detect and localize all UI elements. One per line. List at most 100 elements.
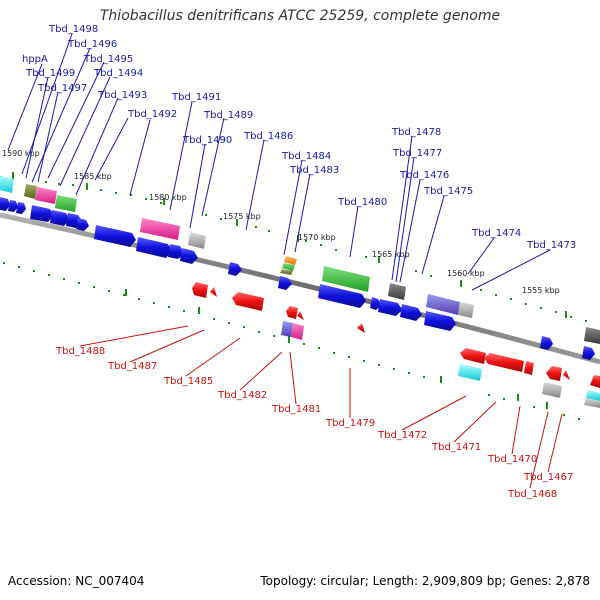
- gene-feature[interactable]: [35, 187, 57, 204]
- gene-feature[interactable]: [357, 323, 365, 333]
- gene-label[interactable]: Tbd_1497: [37, 83, 87, 94]
- gene-feature[interactable]: [458, 302, 474, 318]
- gene-label[interactable]: Tbd_1483: [289, 165, 339, 176]
- gene-label[interactable]: Tbd_1471: [431, 442, 481, 453]
- gene-label[interactable]: Tbd_1490: [182, 135, 232, 146]
- kbp-scale-labels: 1590 kbp 1585 kbp 1580 kbp 1575 kbp 1570…: [2, 149, 560, 295]
- gene-label[interactable]: Tbd_1493: [97, 90, 147, 101]
- gene-feature[interactable]: [188, 232, 206, 249]
- gene-label[interactable]: Tbd_1473: [526, 240, 576, 251]
- gene-label[interactable]: Tbd_1475: [423, 186, 473, 197]
- gene-feature[interactable]: [388, 283, 406, 300]
- gene-feature[interactable]: [280, 269, 293, 275]
- gene-label[interactable]: Tbd_1470: [487, 454, 537, 465]
- kbp-label: 1570 kbp: [298, 233, 336, 242]
- gene-feature[interactable]: [16, 202, 26, 214]
- gene-label[interactable]: Tbd_1495: [83, 54, 133, 65]
- gene-feature[interactable]: [291, 323, 304, 340]
- gene-feature[interactable]: [282, 263, 295, 271]
- gene-feature[interactable]: [50, 210, 70, 226]
- gene-feature[interactable]: [180, 248, 198, 264]
- gene-feature[interactable]: [542, 382, 562, 398]
- gene-feature[interactable]: [540, 336, 553, 350]
- gene-feature[interactable]: [563, 370, 570, 380]
- gene-feature[interactable]: [484, 353, 524, 372]
- gene-feature[interactable]: [458, 364, 482, 381]
- forward-strand-genes: [0, 176, 600, 360]
- gene-label[interactable]: Tbd_1488: [55, 346, 105, 357]
- gene-label[interactable]: Tbd_1491: [171, 92, 221, 103]
- gene-feature[interactable]: [140, 218, 180, 240]
- gene-label[interactable]: Tbd_1499: [25, 68, 75, 79]
- gene-label[interactable]: hppA: [22, 54, 48, 65]
- gene-feature[interactable]: [278, 276, 292, 290]
- gene-label[interactable]: Tbd_1468: [507, 489, 557, 500]
- gene-feature[interactable]: [400, 304, 422, 321]
- gene-label[interactable]: Tbd_1479: [325, 418, 375, 429]
- gene-feature[interactable]: [524, 361, 534, 375]
- gene-feature[interactable]: [546, 366, 562, 381]
- gene-feature[interactable]: [8, 200, 18, 212]
- gene-label[interactable]: Tbd_1480: [337, 197, 387, 208]
- gene-feature[interactable]: [232, 292, 264, 311]
- genome-backbone: [0, 212, 600, 365]
- gene-feature[interactable]: [55, 195, 77, 212]
- bottom-gene-labels: Tbd_1488 Tbd_1487 Tbd_1485 Tbd_1482 Tbd_…: [55, 346, 573, 500]
- gene-label[interactable]: Tbd_1474: [471, 228, 521, 239]
- kbp-label: 1585 kbp: [74, 172, 112, 181]
- kbp-label: 1565 kbp: [372, 250, 410, 259]
- gene-feature[interactable]: [94, 225, 136, 247]
- gene-feature[interactable]: [228, 262, 242, 276]
- gene-feature[interactable]: [210, 287, 217, 297]
- gene-feature[interactable]: [168, 244, 184, 259]
- gene-label[interactable]: Tbd_1477: [392, 148, 442, 159]
- gene-feature[interactable]: [136, 237, 172, 258]
- kbp-label: 1555 kbp: [522, 286, 560, 295]
- genome-summary-text: Topology: circular; Length: 2,909,809 bp…: [260, 574, 590, 588]
- gene-feature[interactable]: [424, 311, 456, 331]
- gene-feature[interactable]: [584, 327, 600, 344]
- gene-label[interactable]: Tbd_1489: [203, 110, 253, 121]
- gene-feature[interactable]: [76, 218, 89, 231]
- gene-label[interactable]: Tbd_1486: [243, 131, 293, 142]
- gene-feature[interactable]: [460, 348, 486, 364]
- gene-feature[interactable]: [0, 197, 10, 211]
- gene-feature[interactable]: [297, 311, 304, 320]
- gene-label[interactable]: Tbd_1472: [377, 430, 427, 441]
- gene-label[interactable]: Tbd_1496: [67, 39, 117, 50]
- reverse-strand-genes: [192, 282, 600, 408]
- gene-feature[interactable]: [378, 299, 402, 316]
- gene-label[interactable]: Tbd_1487: [107, 361, 157, 372]
- gene-feature[interactable]: [584, 398, 600, 408]
- gene-label[interactable]: Tbd_1478: [391, 127, 441, 138]
- gene-feature[interactable]: [30, 205, 54, 222]
- gene-feature[interactable]: [24, 184, 37, 199]
- gene-label[interactable]: Tbd_1492: [127, 109, 177, 120]
- gene-feature[interactable]: [582, 346, 595, 360]
- inner-scale-track: [3, 262, 580, 420]
- gene-feature[interactable]: [281, 321, 293, 337]
- gene-feature[interactable]: [590, 375, 600, 388]
- gene-feature[interactable]: [0, 176, 14, 193]
- outer-scale-track: [0, 172, 587, 322]
- gene-feature[interactable]: [318, 284, 366, 308]
- gene-label[interactable]: Tbd_1467: [523, 472, 573, 483]
- gene-label[interactable]: Tbd_1482: [217, 390, 267, 401]
- gene-label[interactable]: Tbd_1484: [281, 151, 331, 162]
- gene-feature[interactable]: [192, 282, 208, 298]
- kbp-label: 1580 kbp: [149, 193, 187, 202]
- gene-feature[interactable]: [284, 256, 297, 265]
- gene-label[interactable]: Tbd_1494: [93, 68, 143, 79]
- gene-feature[interactable]: [586, 390, 600, 401]
- gene-label[interactable]: Tbd_1481: [271, 404, 321, 415]
- page-title: Thiobacillus denitrificans ATCC 25259, c…: [99, 8, 501, 24]
- gene-feature[interactable]: [322, 266, 370, 292]
- gene-label[interactable]: Tbd_1485: [163, 376, 213, 387]
- bottom-leader-lines: [79, 325, 563, 489]
- gene-feature[interactable]: [286, 306, 298, 319]
- gene-label[interactable]: Tbd_1476: [399, 170, 449, 181]
- gene-feature[interactable]: [426, 294, 460, 315]
- gene-label[interactable]: Tbd_1498: [48, 24, 98, 35]
